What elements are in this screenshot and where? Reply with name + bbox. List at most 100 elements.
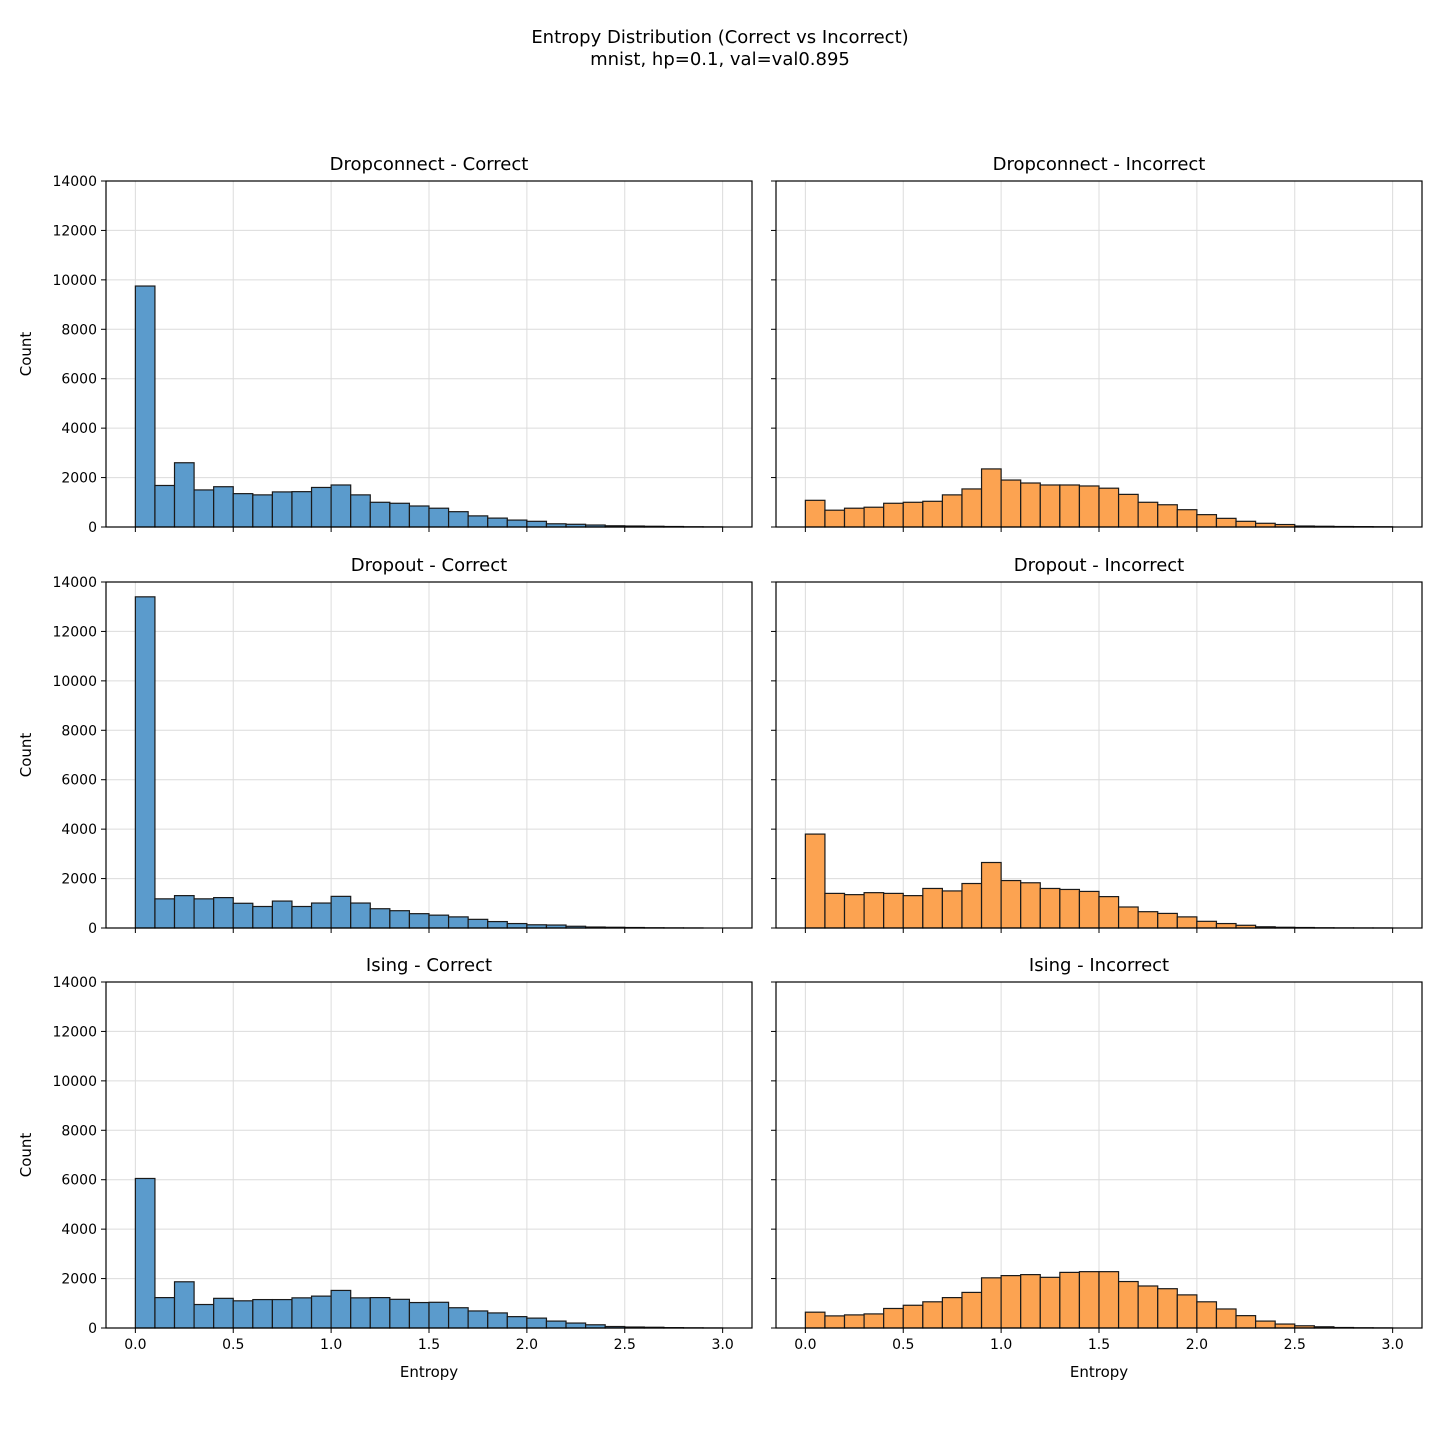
- histogram-bar: [883, 502, 904, 528]
- y-tick-label: 12000: [52, 624, 97, 640]
- figure-subtitle: mnist, hp=0.1, val=val0.895: [590, 49, 850, 70]
- histogram-bar: [1000, 1275, 1022, 1329]
- histogram-bar: [369, 908, 391, 929]
- histogram-bar: [565, 1322, 587, 1329]
- histogram-bar: [271, 1298, 293, 1329]
- y-tick-label: 4000: [61, 421, 97, 437]
- histogram-bar: [173, 462, 195, 528]
- histogram-bar: [330, 1289, 352, 1329]
- histogram-bar: [804, 833, 826, 929]
- panel-title: Dropout - Incorrect: [1014, 555, 1184, 576]
- histogram-bar: [389, 502, 411, 528]
- histogram-bar: [863, 892, 885, 929]
- histogram-panel: 0.0 0.5 1.0 1.5 2.0 2.5 3.0 0 2000 4000 6000 8000 10…: [17, 955, 753, 1381]
- histogram-bar: [980, 861, 1002, 929]
- histogram-bar: [1020, 882, 1041, 929]
- histogram-bar: [428, 914, 450, 929]
- histogram-bar: [154, 1297, 176, 1329]
- histogram-bar: [447, 916, 469, 929]
- histogram-bar: [213, 486, 234, 528]
- histogram-bar: [232, 902, 254, 929]
- histogram-panel: Dropconnect - Incorrect: [771, 154, 1423, 532]
- histogram-bar: [252, 1298, 273, 1329]
- histogram-bar: [173, 1281, 195, 1329]
- y-tick-label: 10000: [52, 273, 97, 289]
- histogram-bar: [1020, 1274, 1041, 1329]
- y-tick-label: 0: [88, 1321, 97, 1337]
- histogram-bar: [526, 1317, 548, 1329]
- histogram-bar: [369, 1297, 391, 1329]
- histogram-bar: [1196, 514, 1218, 528]
- histogram-bar: [134, 596, 156, 929]
- x-tick-label: 1.5: [418, 1337, 440, 1353]
- x-tick-label: 1.5: [1088, 1337, 1110, 1353]
- histogram-panel: 0 2000 4000 6000 8000 10000 12000 14000 Dropconn…: [17, 154, 753, 536]
- histogram-bar: [883, 892, 904, 929]
- histogram-bar: [1176, 509, 1198, 528]
- histogram-bar: [1078, 485, 1100, 528]
- histogram-bar: [883, 1307, 904, 1329]
- histogram-bar: [134, 1177, 156, 1329]
- histogram-bar: [232, 1300, 254, 1329]
- histogram-bar: [980, 1277, 1002, 1329]
- histogram-bar: [193, 898, 215, 929]
- histogram-bar: [980, 468, 1002, 528]
- histogram-bar: [213, 897, 234, 929]
- y-tick-label: 12000: [52, 223, 97, 239]
- histogram-bar: [941, 1297, 963, 1329]
- histogram-panel: 0 2000 4000 6000 8000 10000 12000 14000 Dropout …: [17, 555, 753, 937]
- histogram-bar: [1000, 479, 1022, 528]
- histogram-bar: [173, 895, 195, 929]
- histogram-bar: [389, 1298, 411, 1329]
- x-tick-label: 0.5: [892, 1337, 914, 1353]
- histogram-bar: [1255, 1320, 1276, 1329]
- histogram-bar: [1117, 906, 1139, 929]
- histogram-bar: [843, 1314, 865, 1329]
- histogram-bar: [961, 488, 983, 528]
- y-tick-label: 8000: [61, 322, 97, 338]
- histogram-bar: [824, 892, 846, 929]
- histogram-bar: [271, 491, 293, 528]
- histogram-bar: [506, 519, 528, 528]
- x-tick-label: 2.0: [516, 1337, 538, 1353]
- panel-title: Ising - Incorrect: [1029, 955, 1169, 976]
- y-tick-label: 12000: [52, 1024, 97, 1040]
- x-tick-label: 2.0: [1186, 1337, 1208, 1353]
- y-tick-label: 2000: [61, 1272, 97, 1288]
- x-tick-label: 2.5: [1284, 1337, 1306, 1353]
- histogram-bar: [428, 1301, 450, 1329]
- histogram-bar: [1000, 879, 1022, 929]
- histogram-bar: [1176, 1294, 1198, 1329]
- y-axis-label: Count: [17, 332, 35, 377]
- histogram-bar: [213, 1297, 234, 1329]
- histogram-bar: [1235, 520, 1257, 528]
- histogram-bar: [843, 894, 865, 929]
- x-axis-label: Entropy: [400, 1363, 458, 1381]
- y-tick-label: 8000: [61, 723, 97, 739]
- y-tick-label: 8000: [61, 1123, 97, 1139]
- histogram-bar: [291, 905, 313, 929]
- y-tick-label: 4000: [61, 822, 97, 838]
- histogram-bar: [428, 507, 450, 528]
- histogram-bar: [1137, 501, 1159, 528]
- histogram-bar: [330, 895, 352, 929]
- y-tick-label: 14000: [52, 174, 97, 190]
- histogram-bar: [922, 887, 943, 929]
- histogram-bar: [330, 484, 352, 528]
- histogram-bar: [1059, 484, 1081, 528]
- panel-title: Ising - Correct: [366, 955, 492, 976]
- histogram-bar: [1137, 911, 1159, 929]
- histogram-bar: [1117, 493, 1139, 528]
- y-tick-label: 6000: [61, 372, 97, 388]
- x-tick-label: 2.5: [614, 1337, 636, 1353]
- histogram-bar: [467, 1310, 489, 1329]
- y-tick-label: 14000: [52, 575, 97, 591]
- histogram-bar: [408, 913, 430, 929]
- histogram-panel: Dropout - Incorrect: [771, 555, 1423, 933]
- figure-title: Entropy Distribution (Correct vs Incorre…: [531, 27, 908, 48]
- histogram-bar: [1157, 912, 1178, 929]
- histogram-bar: [271, 900, 293, 929]
- histogram-bar: [487, 1312, 508, 1329]
- histogram-bar: [154, 898, 176, 929]
- histogram-bar: [1176, 916, 1198, 929]
